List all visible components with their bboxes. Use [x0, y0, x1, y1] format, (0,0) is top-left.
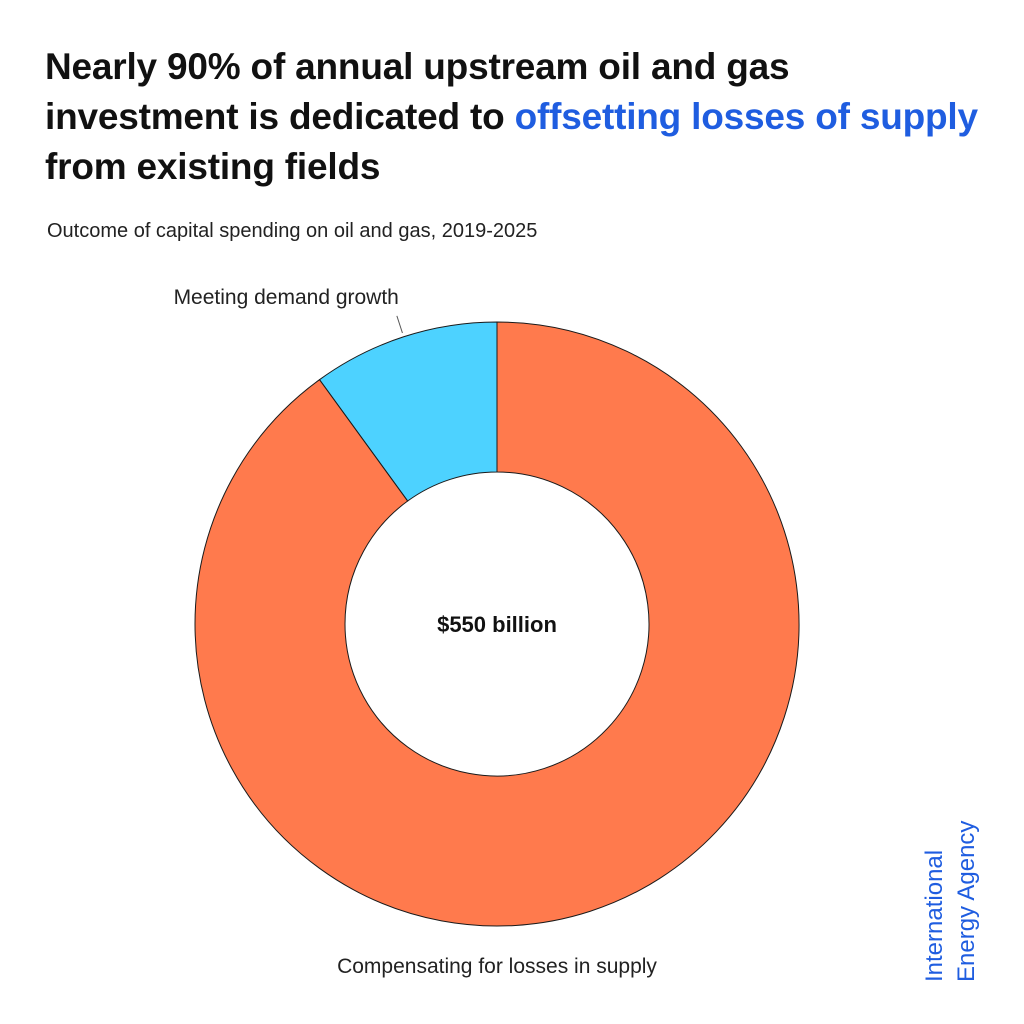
chart-headline: Nearly 90% of annual upstream oil and ga…: [45, 42, 985, 192]
logo-line-2: Energy Agency: [953, 821, 980, 982]
headline-highlight: offsetting losses of supply: [514, 96, 979, 137]
demand-label-leader: [396, 315, 403, 334]
slice-label-demand: Meeting demand growth: [174, 286, 399, 309]
iea-logo: International Energy Agency: [921, 821, 980, 982]
chart-subtitle: Outcome of capital spending on oil and g…: [47, 220, 538, 242]
slice-label-compensating: Compensating for losses in supply: [337, 955, 657, 978]
donut-slice-compensating: [194, 321, 800, 927]
headline-text-part2: from existing fields: [45, 146, 381, 187]
center-total-label: $550 billion: [437, 612, 557, 637]
logo-line-1: International: [921, 850, 948, 982]
headline-text-part1: Nearly 90% of annual upstream oil and ga…: [45, 46, 790, 137]
donut-slices: [194, 321, 800, 927]
